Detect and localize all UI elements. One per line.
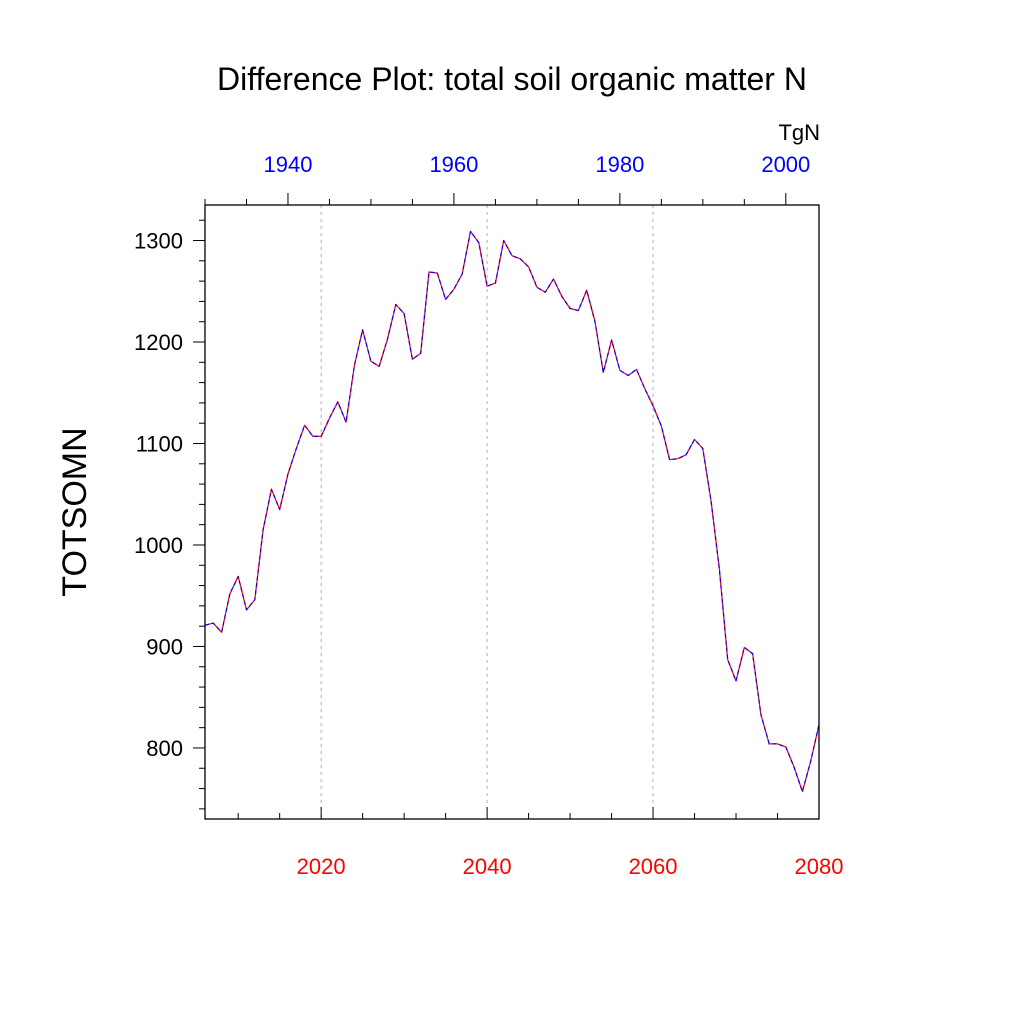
units-label: TgN: [778, 120, 820, 145]
plot-frame: [204, 204, 820, 820]
series-line-future: [204, 230, 820, 793]
x-top-tick-label: 1980: [595, 152, 644, 177]
x-bottom-tick-label: 2040: [463, 854, 512, 879]
x-top-tick-label: 1960: [429, 152, 478, 177]
y-tick-label: 800: [146, 736, 183, 761]
x-top-tick-label: 2000: [761, 152, 810, 177]
x-top-tick-label: 1940: [263, 152, 312, 177]
x-bottom-tick-label: 2060: [629, 854, 678, 879]
y-axis-label: TOTSOMN: [56, 427, 94, 596]
grid-lines: [320, 205, 654, 819]
y-tick-label: 900: [146, 634, 183, 659]
x-bottom-tick-label: 2080: [795, 854, 844, 879]
y-tick-label: 1300: [134, 229, 183, 254]
y-tick-label: 1000: [134, 533, 183, 558]
series-line-historical: [204, 230, 820, 793]
y-tick-label: 1100: [136, 431, 183, 456]
y-tick-label: 1200: [134, 330, 183, 355]
axis-ticks: [193, 193, 820, 819]
x-bottom-tick-label: 2020: [297, 854, 346, 879]
series-group: [204, 230, 820, 793]
tick-labels: 800 900 1000 1100 1200 1300 2020 2040 2060 2080 19…: [134, 152, 843, 879]
chart-title: Difference Plot: total soil organic matt…: [217, 61, 807, 97]
